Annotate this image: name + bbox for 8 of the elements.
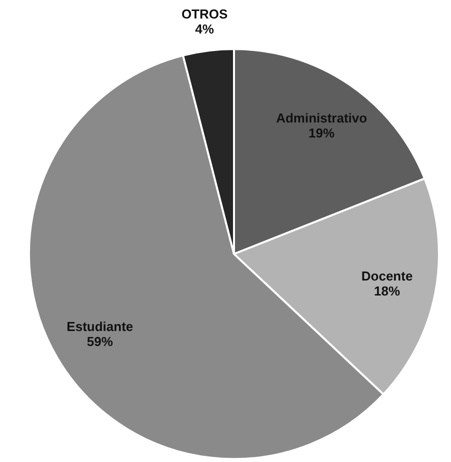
data-label: 18% [374, 284, 400, 299]
slice-label: Docente [361, 268, 413, 284]
slice-label: OTROS [181, 6, 228, 22]
data-label: 4% [195, 21, 214, 36]
slice-label: Estudiante [66, 318, 134, 334]
data-label: 19% [308, 126, 336, 141]
slice-label: Administrativo [276, 110, 368, 126]
data-label: 59% [86, 334, 114, 349]
